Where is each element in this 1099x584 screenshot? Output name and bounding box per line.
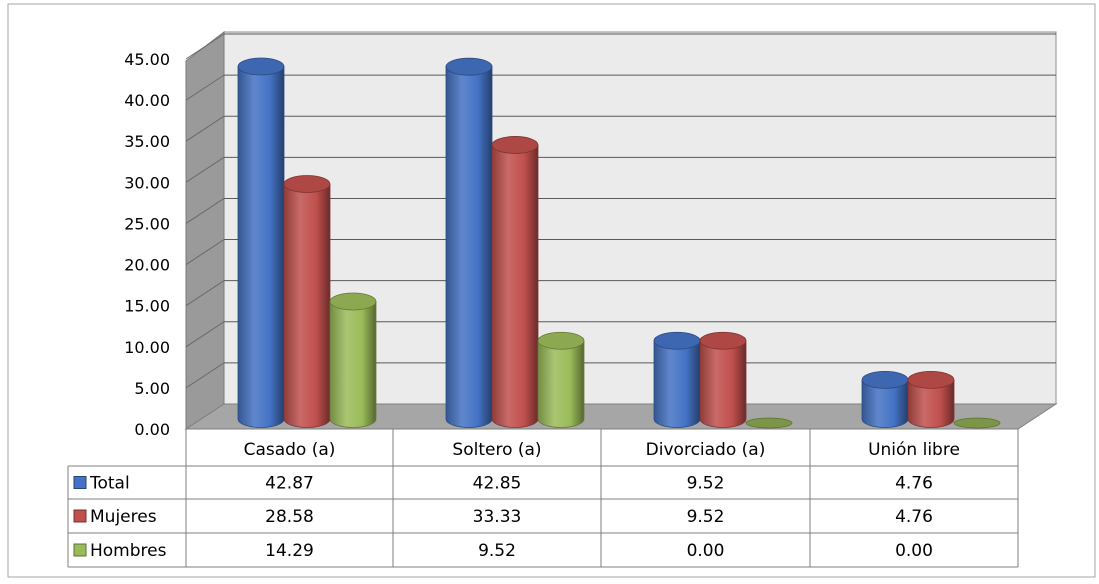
bar-total-2 bbox=[653, 340, 701, 428]
table-header-2: Divorciado (a) bbox=[646, 440, 766, 460]
gridline-side bbox=[185, 33, 225, 60]
y-tick-label: 0.00 bbox=[134, 420, 170, 439]
legend-key-hombres bbox=[73, 543, 87, 557]
y-tick-label: 35.00 bbox=[124, 132, 170, 151]
bar-top-total-2 bbox=[653, 331, 701, 350]
legend-key-total bbox=[73, 476, 87, 489]
bar-mujeres-3 bbox=[907, 379, 955, 428]
y-tick-label: 10.00 bbox=[124, 338, 170, 357]
y-tick-label: 5.00 bbox=[134, 379, 170, 398]
gridline-side bbox=[185, 74, 225, 101]
data-table: Casado (a) Soltero (a) Divorciado (a) Unión… bbox=[67, 428, 1019, 568]
bar-top-mujeres-3 bbox=[907, 370, 955, 389]
bar-zero-hombres-3 bbox=[953, 417, 1001, 429]
table-cell: 4.76 bbox=[895, 474, 933, 494]
plot-walls bbox=[184, 30, 1058, 430]
y-tick-label: 25.00 bbox=[124, 214, 170, 233]
bar-top-mujeres-2 bbox=[699, 331, 747, 350]
bars bbox=[237, 57, 1001, 429]
table-cell: 33.33 bbox=[473, 507, 522, 527]
bar-zero-hombres-2 bbox=[745, 417, 793, 429]
table-cell: 14.29 bbox=[265, 541, 314, 561]
gridline-side bbox=[185, 239, 225, 265]
legend-label-total: Total bbox=[89, 474, 130, 494]
table-cell: 0.00 bbox=[895, 541, 933, 561]
gridline-side bbox=[185, 115, 225, 142]
bar-total-1 bbox=[445, 66, 493, 428]
bar-hombres-0 bbox=[329, 301, 377, 428]
bar-top-mujeres-1 bbox=[491, 136, 539, 154]
side-wall bbox=[185, 30, 225, 430]
bar-mujeres-1 bbox=[491, 144, 539, 428]
gridline-side bbox=[185, 156, 225, 183]
table-header-1: Soltero (a) bbox=[452, 440, 541, 460]
bar-total-0 bbox=[237, 66, 285, 428]
y-tick-label: 45.00 bbox=[124, 50, 170, 69]
y-tick-label: 40.00 bbox=[124, 91, 170, 110]
y-tick-label: 15.00 bbox=[124, 297, 170, 316]
bar-top-hombres-0 bbox=[329, 292, 377, 311]
gridline-side bbox=[185, 280, 225, 307]
legend-label-mujeres: Mujeres bbox=[90, 507, 157, 527]
legend-key-mujeres bbox=[73, 509, 87, 523]
table-cell: 28.58 bbox=[265, 507, 314, 527]
table-cell: 9.52 bbox=[687, 474, 725, 494]
bar-top-mujeres-0 bbox=[283, 175, 331, 193]
y-axis-ticks: 0.00 5.00 10.00 15.00 20.00 25.00 30.00 35.00 40… bbox=[124, 50, 170, 439]
y-tick-label: 20.00 bbox=[124, 256, 170, 275]
bar-top-total-3 bbox=[861, 370, 909, 389]
table-cell: 9.52 bbox=[687, 507, 725, 527]
bar-mujeres-0 bbox=[283, 183, 331, 428]
gridline-side bbox=[185, 362, 225, 389]
bar-top-total-1 bbox=[445, 57, 493, 76]
table-cell: 9.52 bbox=[478, 541, 516, 561]
table-header-0: Casado (a) bbox=[244, 440, 336, 460]
table-cell: 42.87 bbox=[265, 474, 314, 494]
bar-hombres-1 bbox=[537, 340, 585, 428]
table-cell: 42.85 bbox=[473, 474, 522, 494]
bar-top-hombres-1 bbox=[537, 331, 585, 350]
gridline-side bbox=[185, 321, 225, 348]
y-tick-label: 30.00 bbox=[124, 173, 170, 192]
legend-label-hombres: Hombres bbox=[90, 541, 167, 561]
gridline-side bbox=[185, 198, 225, 224]
bar-total-3 bbox=[861, 379, 909, 428]
table-cell: 4.76 bbox=[895, 507, 933, 527]
bar-top-total-0 bbox=[237, 57, 285, 76]
bar-mujeres-2 bbox=[699, 340, 747, 428]
table-cell: 0.00 bbox=[687, 541, 725, 561]
table-header-3: Unión libre bbox=[868, 440, 960, 460]
